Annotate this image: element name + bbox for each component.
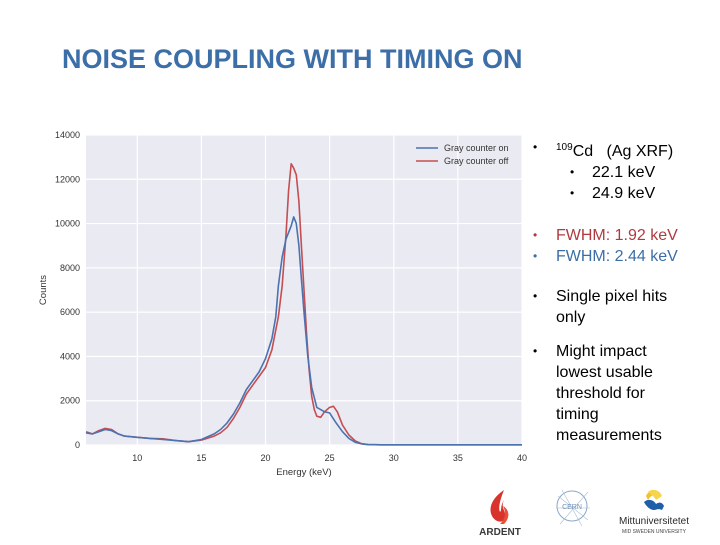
bullet-impact: • Might impact lowest usable threshold f…	[533, 341, 718, 446]
fwhm-on-text: FWHM: 2.44 keV	[556, 248, 678, 265]
x-tick-labels: 10 15 20 25 30 35 40	[132, 453, 527, 463]
y-tick-label: 14000	[55, 130, 80, 140]
impact-line-2: lowest usable	[556, 364, 653, 381]
bullet-dot: •	[533, 249, 538, 263]
bullet-list: • 109Cd (Ag XRF) • 22.1 keV • 24.9 keV •…	[533, 137, 718, 446]
y-axis-label: Counts	[38, 275, 49, 305]
bullet-dot: •	[570, 186, 575, 200]
ardent-logo: ARDENT	[479, 490, 521, 538]
impact-line-4: timing	[556, 406, 599, 423]
grid-lines	[86, 134, 523, 446]
x-tick-label: 40	[517, 453, 527, 463]
y-tick-labels: 0 2000 4000 6000 8000 10000 12000 14000	[55, 130, 80, 450]
bullet-dot: •	[533, 344, 538, 358]
legend-label: Gray counter off	[444, 156, 509, 166]
x-tick-label: 20	[261, 453, 271, 463]
legend-label: Gray counter on	[444, 143, 509, 153]
fwhm-off-text: FWHM: 1.92 keV	[556, 227, 678, 244]
slide-title: NOISE COUPLING WITH TIMING ON	[62, 44, 523, 74]
bullet-source: • 109Cd (Ag XRF)	[533, 137, 718, 162]
y-tick-label: 12000	[55, 174, 80, 184]
x-axis-label: Energy (keV)	[276, 467, 331, 478]
bullet-dot: •	[533, 140, 538, 154]
ardent-text: ARDENT	[479, 527, 521, 538]
sub-bullet-line-2: • 24.9 keV	[533, 183, 718, 204]
miun-wave-icon	[644, 499, 664, 510]
line-energy-2: 24.9 keV	[592, 185, 656, 202]
x-tick-label: 25	[325, 453, 335, 463]
sub-bullet-line-1: • 22.1 keV	[533, 162, 718, 183]
cern-logo: CERN	[556, 489, 590, 527]
impact-line-3: threshold for	[556, 385, 645, 402]
y-tick-label: 4000	[60, 351, 80, 361]
impact-line-5: measurements	[556, 427, 662, 444]
isotope: Cd	[572, 143, 594, 160]
cern-text: CERN	[562, 504, 582, 511]
flame-icon	[490, 490, 506, 522]
line-energy-1: 22.1 keV	[592, 164, 656, 181]
x-tick-label: 15	[196, 453, 206, 463]
bullet-dot: •	[533, 289, 538, 303]
single-pixel-line-1: Single pixel hits	[556, 288, 668, 305]
logo-strip: ARDENT CERN Mittuniversitetet MID SWEDEN…	[470, 486, 720, 540]
impact-line-1: Might impact	[556, 343, 647, 360]
miun-logo: Mittuniversitetet MID SWEDEN UNIVERSITY	[619, 489, 689, 535]
miun-text: Mittuniversitetet	[619, 516, 689, 527]
source-note: (Ag XRF)	[606, 143, 674, 160]
miun-subtext: MID SWEDEN UNIVERSITY	[622, 529, 687, 535]
series-line	[85, 216, 522, 446]
x-tick-label: 35	[453, 453, 463, 463]
y-tick-label: 0	[75, 440, 80, 450]
chart-legend: Gray counter on Gray counter off	[416, 143, 509, 166]
bullet-fwhm-on: • FWHM: 2.44 keV	[533, 246, 718, 267]
data-series	[85, 163, 522, 446]
logos-svg: ARDENT CERN Mittuniversitetet MID SWEDEN…	[479, 489, 689, 538]
y-tick-label: 6000	[60, 307, 80, 317]
bullet-single-pixel: • Single pixel hits only	[533, 286, 718, 328]
y-tick-label: 8000	[60, 263, 80, 273]
bullet-fwhm-off: • FWHM: 1.92 keV	[533, 225, 718, 246]
x-tick-label: 10	[132, 453, 142, 463]
y-tick-label: 10000	[55, 219, 80, 229]
single-pixel-line-2: only	[556, 309, 586, 326]
isotope-mass: 109	[556, 142, 573, 153]
y-tick-label: 2000	[60, 396, 80, 406]
bullet-dot: •	[533, 228, 538, 242]
x-tick-label: 30	[389, 453, 399, 463]
bullet-dot: •	[570, 165, 575, 179]
